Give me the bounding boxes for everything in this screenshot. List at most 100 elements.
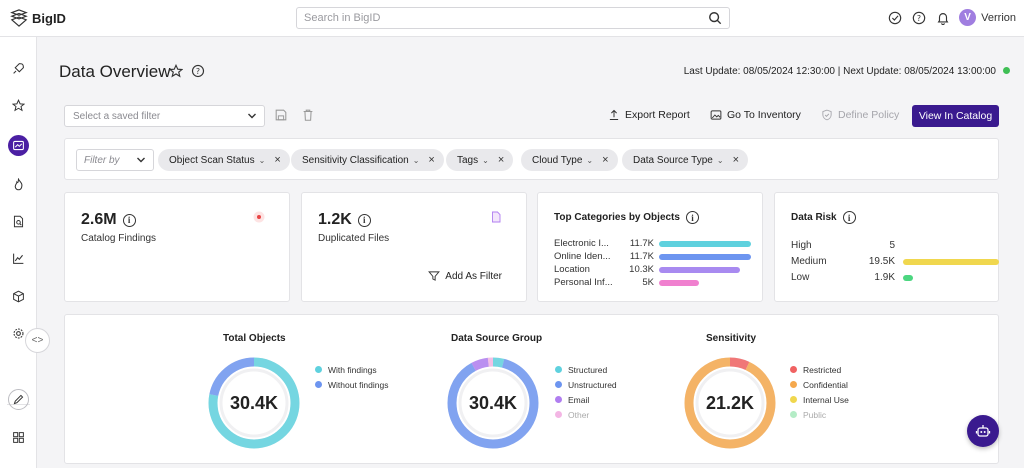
- save-icon[interactable]: [274, 108, 288, 122]
- filter-chip-cloud-type[interactable]: Cloud Type ⌄ ×: [521, 149, 618, 171]
- donut-chart[interactable]: [447, 357, 539, 449]
- document-search-icon[interactable]: [8, 211, 29, 232]
- risk-level-name: High: [791, 240, 812, 251]
- filter-chip-data-source-type[interactable]: Data Source Type ⌄ ×: [622, 149, 749, 171]
- close-icon[interactable]: ×: [274, 154, 281, 166]
- close-icon[interactable]: ×: [602, 154, 609, 166]
- go-to-inventory-button[interactable]: Go To Inventory: [710, 109, 801, 121]
- risk-row-low[interactable]: Low 1.9K: [791, 272, 1001, 284]
- rocket-icon[interactable]: [8, 58, 29, 79]
- define-policy-button[interactable]: Define Policy: [821, 109, 899, 121]
- top-bar: BigID ? V Verrion: [0, 0, 1024, 37]
- donut-chart[interactable]: [684, 357, 776, 449]
- legend-dot: [555, 366, 562, 373]
- legend-label: Without findings: [328, 379, 389, 390]
- legend-label: Structured: [568, 364, 608, 375]
- user-name[interactable]: Verrion: [981, 11, 1016, 24]
- duplicates-value: 1.2K: [318, 211, 352, 228]
- filter-by-select[interactable]: Filter by: [76, 149, 154, 171]
- trend-chart-icon[interactable]: [8, 248, 29, 269]
- category-bar: [659, 254, 751, 260]
- filter-chip-sensitivity-classification[interactable]: Sensitivity Classification ⌄ ×: [291, 149, 444, 171]
- legend-label: Email: [568, 394, 590, 405]
- risk-row-medium[interactable]: Medium 19.5K: [791, 256, 1001, 268]
- collapse-nav-button[interactable]: <>: [25, 328, 50, 353]
- search-input[interactable]: [297, 8, 697, 28]
- donut-slice-unstructured[interactable]: [447, 357, 539, 449]
- status-indicator-dot: [1003, 67, 1010, 74]
- chevron-down-icon: [137, 157, 145, 163]
- duplicated-files-card[interactable]: 1.2K i Duplicated Files Add As Filter: [301, 192, 527, 302]
- funnel-icon: [428, 271, 441, 281]
- duplicates-label: Duplicated Files: [318, 233, 390, 244]
- info-icon[interactable]: i: [357, 213, 371, 227]
- legend-item[interactable]: Email: [555, 392, 617, 407]
- donut-chart[interactable]: [208, 357, 300, 449]
- star-icon[interactable]: [8, 95, 29, 116]
- filter-by-placeholder: Filter by: [84, 155, 120, 166]
- brand-name: BigID: [32, 10, 66, 26]
- legend-dot: [315, 381, 322, 388]
- legend-item[interactable]: Unstructured: [555, 377, 617, 392]
- bigid-logo[interactable]: BigID: [10, 9, 66, 27]
- category-row[interactable]: Personal Inf... 5K: [554, 277, 754, 289]
- catalog-findings-card[interactable]: 2.6M i Catalog Findings: [64, 192, 290, 302]
- category-row[interactable]: Electronic I... 11.7K: [554, 238, 754, 250]
- saved-filter-select[interactable]: Select a saved filter: [64, 105, 265, 127]
- fire-icon[interactable]: [8, 174, 29, 195]
- category-name: Electronic I...: [554, 238, 609, 249]
- close-icon[interactable]: ×: [732, 154, 740, 166]
- legend-item[interactable]: With findings: [315, 362, 388, 377]
- legend-item[interactable]: Restricted: [790, 362, 849, 377]
- close-icon[interactable]: ×: [497, 154, 505, 166]
- donut-slice-confidential[interactable]: [684, 357, 776, 449]
- tasks-check-icon[interactable]: [887, 10, 902, 25]
- donut-slice-other[interactable]: [447, 357, 539, 449]
- filter-chip-object-scan-status[interactable]: Object Scan Status ⌄ ×: [158, 149, 290, 171]
- legend-item[interactable]: Confidential: [790, 377, 849, 392]
- cube-icon[interactable]: [8, 286, 29, 307]
- settings-gear-icon[interactable]: [8, 323, 29, 344]
- category-row[interactable]: Location 10.3K: [554, 264, 754, 276]
- filter-chip-tags[interactable]: Tags ⌄ ×: [446, 149, 514, 171]
- add-as-filter-button[interactable]: Add As Filter: [428, 270, 502, 282]
- code-brackets-icon: <>: [31, 335, 44, 346]
- help-icon[interactable]: ?: [191, 64, 205, 78]
- chevron-down-icon: [248, 113, 256, 119]
- help-icon[interactable]: ?: [911, 10, 926, 25]
- filter-bar: Filter by Object Scan Status ⌄ × Sensiti…: [64, 138, 999, 180]
- donut-slice-with-findings[interactable]: [208, 357, 300, 449]
- bigid-logo-icon: [10, 9, 28, 27]
- category-bar: [659, 241, 751, 247]
- global-search[interactable]: [296, 7, 730, 29]
- info-icon[interactable]: i: [842, 211, 856, 224]
- assistant-fab-button[interactable]: [967, 415, 999, 447]
- search-icon[interactable]: [708, 11, 722, 25]
- top-categories-title-row: Top Categories by Objects i: [554, 211, 699, 224]
- category-row[interactable]: Online Iden... 11.7K: [554, 251, 754, 263]
- data-overview-icon[interactable]: [8, 135, 29, 156]
- info-icon[interactable]: i: [122, 213, 136, 227]
- pencil-icon[interactable]: [8, 389, 29, 410]
- legend-item[interactable]: Structured: [555, 362, 617, 377]
- view-in-catalog-button[interactable]: View In Catalog: [912, 105, 999, 127]
- donut-center-value: 30.4K: [468, 392, 518, 413]
- bell-icon[interactable]: [935, 10, 950, 25]
- category-name: Personal Inf...: [554, 277, 612, 288]
- user-avatar[interactable]: V: [959, 9, 977, 26]
- donut-title: Data Source Group: [451, 333, 543, 344]
- define-policy-label: Define Policy: [838, 109, 900, 121]
- legend-item[interactable]: Internal Use: [790, 392, 849, 407]
- export-report-button[interactable]: Export Report: [608, 109, 690, 121]
- risk-row-high[interactable]: High 5: [791, 240, 1001, 252]
- legend-item[interactable]: Without findings: [315, 377, 388, 392]
- close-icon[interactable]: ×: [428, 154, 435, 166]
- legend-item[interactable]: Public: [790, 407, 849, 422]
- favorite-star-icon[interactable]: [169, 64, 183, 78]
- trash-icon[interactable]: [301, 108, 315, 122]
- apps-grid-icon[interactable]: [8, 427, 29, 448]
- risk-level-name: Medium: [791, 256, 827, 267]
- info-icon[interactable]: i: [685, 211, 699, 224]
- add-as-filter-label: Add As Filter: [445, 270, 502, 282]
- legend-item[interactable]: Other: [555, 407, 617, 422]
